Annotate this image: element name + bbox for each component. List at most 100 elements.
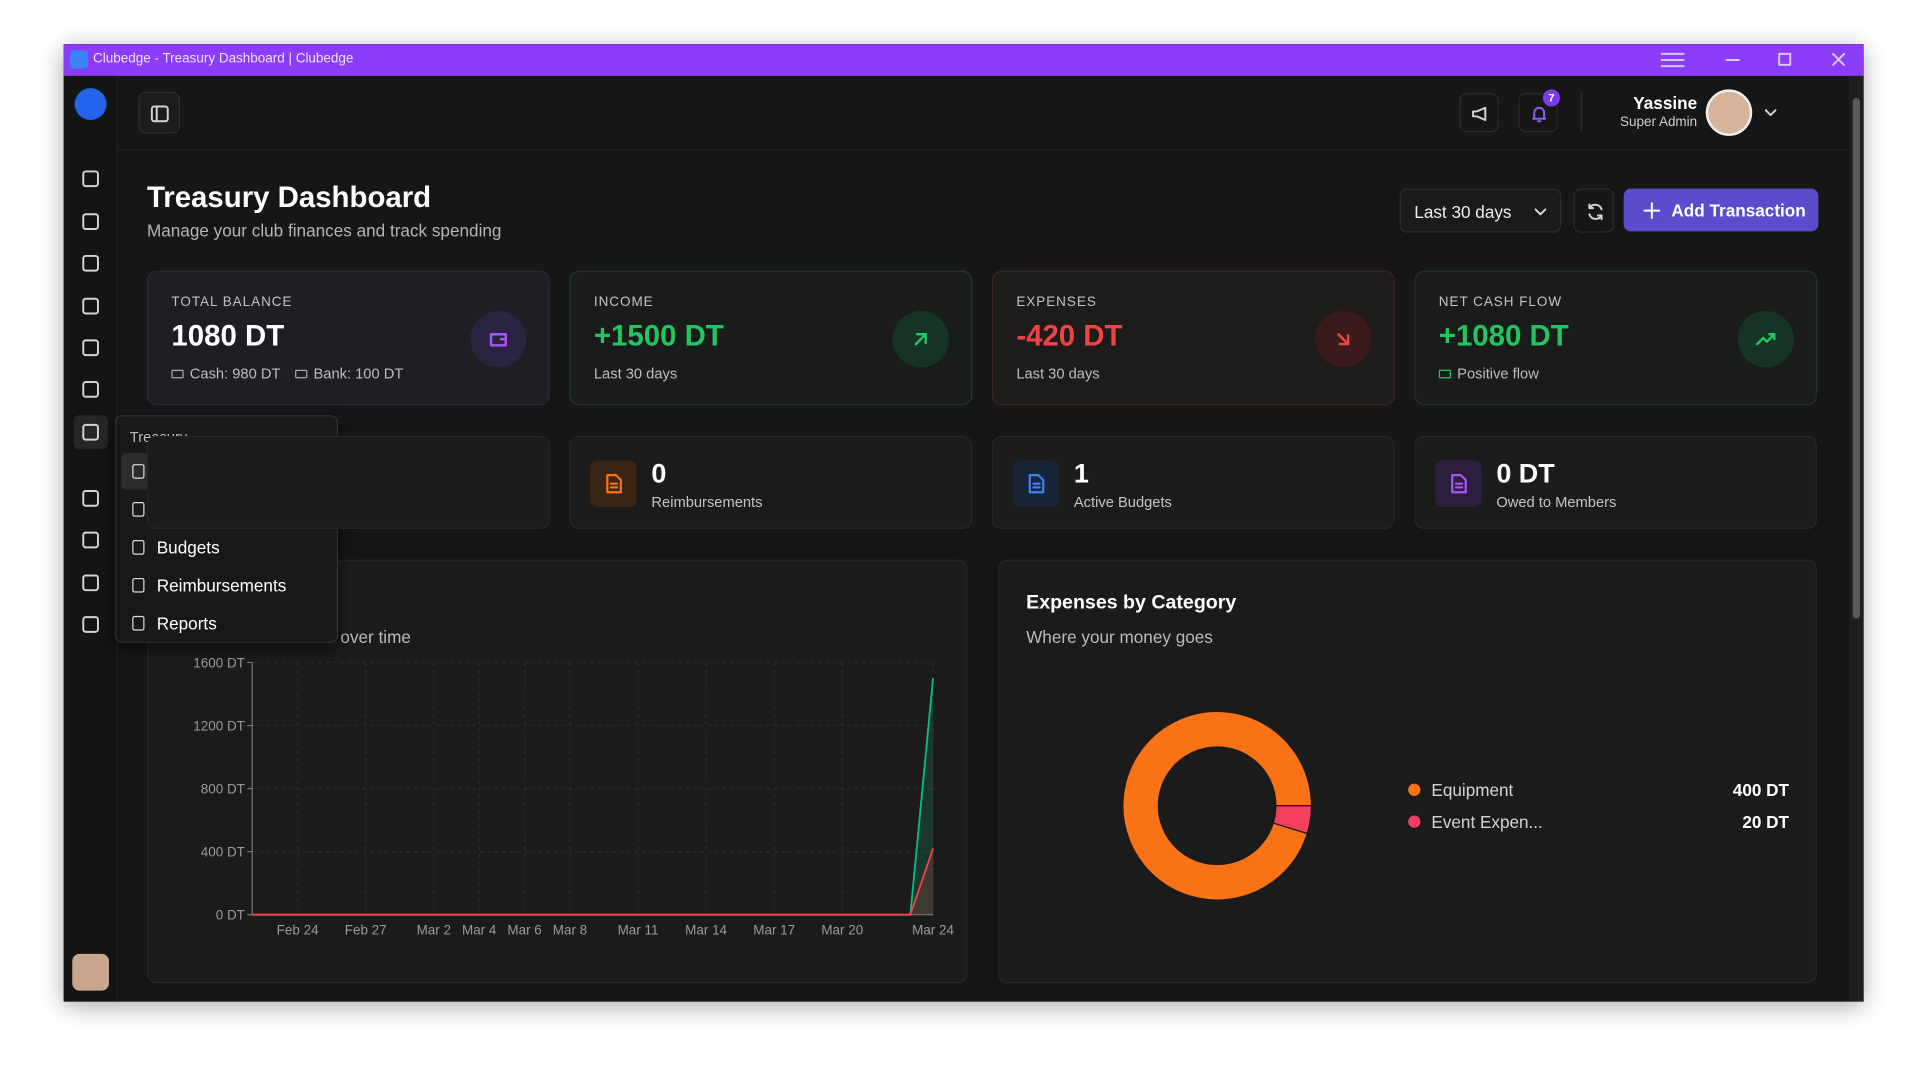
stat-note: Bank: 100 DT <box>313 364 404 383</box>
page-title: Treasury Dashboard <box>146 181 432 215</box>
window-title: Clubedge - Treasury Dashboard | Clubedge <box>93 51 354 67</box>
notifications-button[interactable] <box>1518 93 1558 133</box>
count-card: 1 Active Budgets <box>991 435 1395 529</box>
menu-item[interactable]: Reimbursements <box>121 567 334 604</box>
menu-label: Reimbursements <box>156 575 287 596</box>
count-label: Reimbursements <box>651 493 763 511</box>
stat-card: EXPENSES -420 DT Last 30 days <box>991 270 1395 406</box>
count-icon <box>590 460 637 507</box>
count-card <box>146 435 550 529</box>
legend-dot <box>1408 783 1421 796</box>
stat-card: NET CASH FLOW +1080 DT Positive flow <box>1414 270 1818 406</box>
stat-icon <box>892 311 949 368</box>
sidebar-icons <box>73 170 108 633</box>
title-bar: Clubedge - Treasury Dashboard | Clubedge <box>63 44 1864 76</box>
stat-card: TOTAL BALANCE 1080 DT Cash: 980 DT Bank: 10… <box>146 270 550 406</box>
menu-icon <box>132 502 145 517</box>
sidebar-icon <box>82 213 99 230</box>
line <box>252 678 934 916</box>
sidebar-icon <box>82 616 99 633</box>
period-select[interactable]: Last 30 days <box>1399 188 1562 233</box>
note-icon <box>171 369 184 379</box>
user-menu-chevron[interactable] <box>1763 105 1778 120</box>
menu-icon <box>132 615 145 631</box>
y-tick-label: 800 DT <box>201 781 245 796</box>
menu-icon <box>132 577 145 593</box>
count-icon-glyph <box>1028 474 1045 494</box>
glyph <box>1755 333 1776 346</box>
menu-item[interactable]: Reports <box>121 605 334 642</box>
refresh-button[interactable] <box>1573 188 1614 233</box>
page-subtitle: Manage your club finances and track spen… <box>146 220 502 240</box>
x-tick-label: Feb 27 <box>345 922 387 937</box>
stat-label: EXPENSES <box>1016 295 1097 310</box>
stat-icon-glyph <box>1755 333 1776 346</box>
legend-value: 400 DT <box>1733 780 1790 800</box>
sidebar-toggle[interactable] <box>138 91 180 134</box>
sidebar-icon <box>82 423 99 441</box>
count-value: 0 DT <box>1496 457 1555 489</box>
line <box>252 848 934 916</box>
stat-value: +1500 DT <box>593 319 724 353</box>
x-tick-label: Mar 4 <box>462 922 497 937</box>
note-icon <box>1438 369 1452 379</box>
expenses-title: Expenses by Category <box>1026 592 1237 614</box>
stat-icon <box>1315 311 1372 368</box>
x-tick-label: Mar 11 <box>618 922 659 937</box>
user-role: Super Admin <box>1620 115 1698 130</box>
period-label: Last 30 days <box>1414 202 1512 222</box>
divider <box>1580 93 1583 133</box>
menu-label: Reports <box>156 613 217 634</box>
y-tick-label: 1200 DT <box>193 718 245 733</box>
legend-label: Event Expen... <box>1431 812 1542 832</box>
area <box>252 678 934 915</box>
avatar[interactable] <box>72 953 109 991</box>
window-controls[interactable] <box>1659 50 1863 70</box>
menu-icon <box>132 540 145 555</box>
stat-value: 1080 DT <box>171 319 285 353</box>
count-icon-glyph <box>606 474 622 494</box>
stat-label: INCOME <box>593 295 654 310</box>
stat-note: Last 30 days <box>593 364 678 383</box>
sidebar-icon <box>82 297 99 315</box>
announcements-button[interactable] <box>1459 93 1499 133</box>
legend-value: 20 DT <box>1742 812 1789 832</box>
stat-card: INCOME +1500 DT Last 30 days <box>569 270 973 406</box>
count-card: 0 Reimbursements <box>569 435 973 529</box>
x-tick-label: Mar 14 <box>685 922 727 937</box>
count-icon <box>1012 460 1060 507</box>
scrollbar-thumb[interactable] <box>1852 97 1860 619</box>
glyph <box>914 333 927 346</box>
stat-value: +1080 DT <box>1438 319 1569 353</box>
menu-item[interactable]: Budgets <box>121 529 334 566</box>
logo[interactable] <box>74 88 107 120</box>
user-avatar[interactable] <box>1705 89 1753 136</box>
count-label: Owed to Members <box>1496 493 1617 511</box>
stat-icon-glyph <box>1337 333 1350 346</box>
stat-note: Last 30 days <box>1016 364 1100 383</box>
x-tick-label: Mar 24 <box>912 922 954 937</box>
notification-badge: 7 <box>1542 89 1560 107</box>
sidebar-icon <box>82 531 99 549</box>
y-tick-label: 0 DT <box>216 908 245 923</box>
glyph <box>1337 333 1350 346</box>
count-value: 1 <box>1073 457 1089 489</box>
note-icon <box>295 369 308 379</box>
stat-label: TOTAL BALANCE <box>171 295 293 310</box>
sidebar-icon <box>82 574 99 592</box>
donut-slice <box>1122 710 1313 901</box>
x-tick-label: Mar 6 <box>507 922 541 937</box>
app-icon <box>69 50 89 69</box>
x-tick-label: Mar 17 <box>753 922 795 937</box>
scrollbar <box>1848 75 1864 1002</box>
stat-value: -420 DT <box>1016 319 1123 353</box>
donut-slice <box>1272 805 1313 835</box>
stat-icon <box>470 311 527 368</box>
add-transaction-button[interactable]: Add Transaction <box>1623 188 1819 232</box>
count-label: Active Budgets <box>1073 493 1172 511</box>
x-tick-label: Mar 20 <box>821 922 863 937</box>
expenses-subtitle: Where your money goes <box>1026 626 1213 647</box>
legend-dot <box>1408 815 1421 828</box>
